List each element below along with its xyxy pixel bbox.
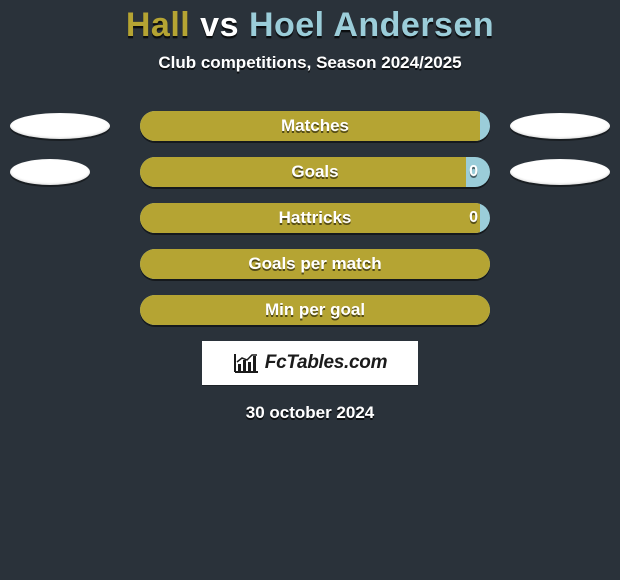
subtitle: Club competitions, Season 2024/2025 <box>0 53 620 73</box>
stat-bar: Hattricks0 <box>140 203 490 233</box>
stat-label: Min per goal <box>140 295 490 325</box>
stat-row: Matches <box>0 111 620 141</box>
brand-text: FcTables.com <box>265 352 387 374</box>
ellipse-right <box>510 113 610 139</box>
stat-bar: Goals per match <box>140 249 490 279</box>
stat-row: Goals0 <box>0 157 620 187</box>
bar-chart-icon <box>233 353 259 373</box>
stat-rows: MatchesGoals0Hattricks0Goals per matchMi… <box>0 111 620 325</box>
stat-bar: Min per goal <box>140 295 490 325</box>
stat-label: Goals <box>140 157 490 187</box>
stat-row: Hattricks0 <box>0 203 620 233</box>
stat-label: Matches <box>140 111 490 141</box>
stat-bar: Goals0 <box>140 157 490 187</box>
stat-value-right: 0 <box>469 157 478 187</box>
brand-badge: FcTables.com <box>202 341 418 385</box>
comparison-card: Hall vs Hoel Andersen Club competitions,… <box>0 0 620 580</box>
stat-label: Goals per match <box>140 249 490 279</box>
stat-value-right: 0 <box>469 203 478 233</box>
stat-row: Goals per match <box>0 249 620 279</box>
page-title: Hall vs Hoel Andersen <box>0 0 620 45</box>
ellipse-left <box>10 159 90 185</box>
vs-label: vs <box>200 6 239 44</box>
player2-name: Hoel Andersen <box>249 6 494 44</box>
ellipse-left <box>10 113 110 139</box>
ellipse-right <box>510 159 610 185</box>
stat-bar: Matches <box>140 111 490 141</box>
stat-row: Min per goal <box>0 295 620 325</box>
player1-name: Hall <box>126 6 190 44</box>
date-label: 30 october 2024 <box>0 403 620 423</box>
stat-label: Hattricks <box>140 203 490 233</box>
